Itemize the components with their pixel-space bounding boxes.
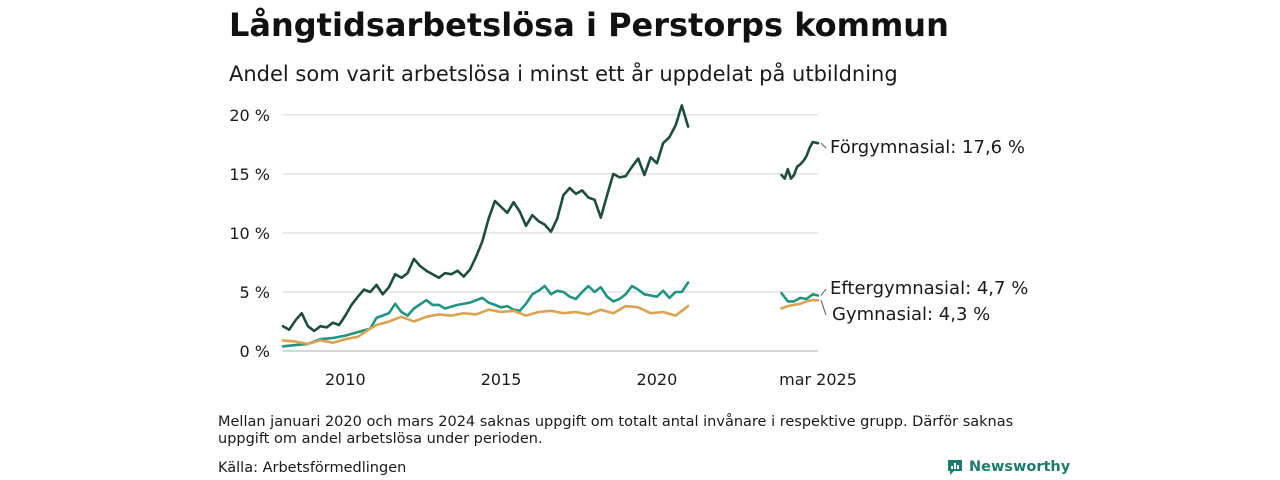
x-tick-label: 2010 bbox=[325, 370, 366, 389]
series-end-label: Förgymnasial: 17,6 % bbox=[830, 137, 1025, 158]
source-text: Källa: Arbetsförmedlingen bbox=[218, 460, 407, 476]
series-end-label: Eftergymnasial: 4,7 % bbox=[830, 278, 1028, 299]
bar-chart-logo-icon bbox=[948, 460, 962, 475]
y-tick-label: 5 % bbox=[240, 283, 270, 302]
x-tick-label: 2020 bbox=[637, 370, 678, 389]
series-line bbox=[780, 291, 820, 303]
series-line bbox=[780, 298, 820, 310]
series-line bbox=[281, 104, 690, 333]
label-leader bbox=[820, 288, 827, 296]
y-tick-label: 10 % bbox=[229, 224, 270, 243]
label-leader bbox=[820, 300, 827, 316]
series-end-label: Gymnasial: 4,3 % bbox=[832, 304, 990, 325]
label-leader bbox=[820, 142, 827, 149]
y-tick-label: 15 % bbox=[229, 165, 270, 184]
chart-title: Långtidsarbetslösa i Perstorps kommun bbox=[229, 6, 949, 44]
x-tick-label: 2015 bbox=[481, 370, 522, 389]
chart-subtitle: Andel som varit arbetslösa i minst ett å… bbox=[229, 62, 898, 86]
brand-logo[interactable]: Newsworthy bbox=[946, 458, 1070, 476]
series-line bbox=[780, 140, 820, 180]
y-tick-label: 0 % bbox=[240, 342, 270, 361]
brand-name: Newsworthy bbox=[969, 459, 1071, 475]
footnote: Mellan januari 2020 och mars 2024 saknas… bbox=[218, 414, 1014, 447]
x-tick-label: mar 2025 bbox=[779, 370, 857, 389]
y-tick-label: 20 % bbox=[229, 106, 270, 125]
series-line bbox=[281, 304, 690, 346]
series-line bbox=[281, 281, 690, 348]
